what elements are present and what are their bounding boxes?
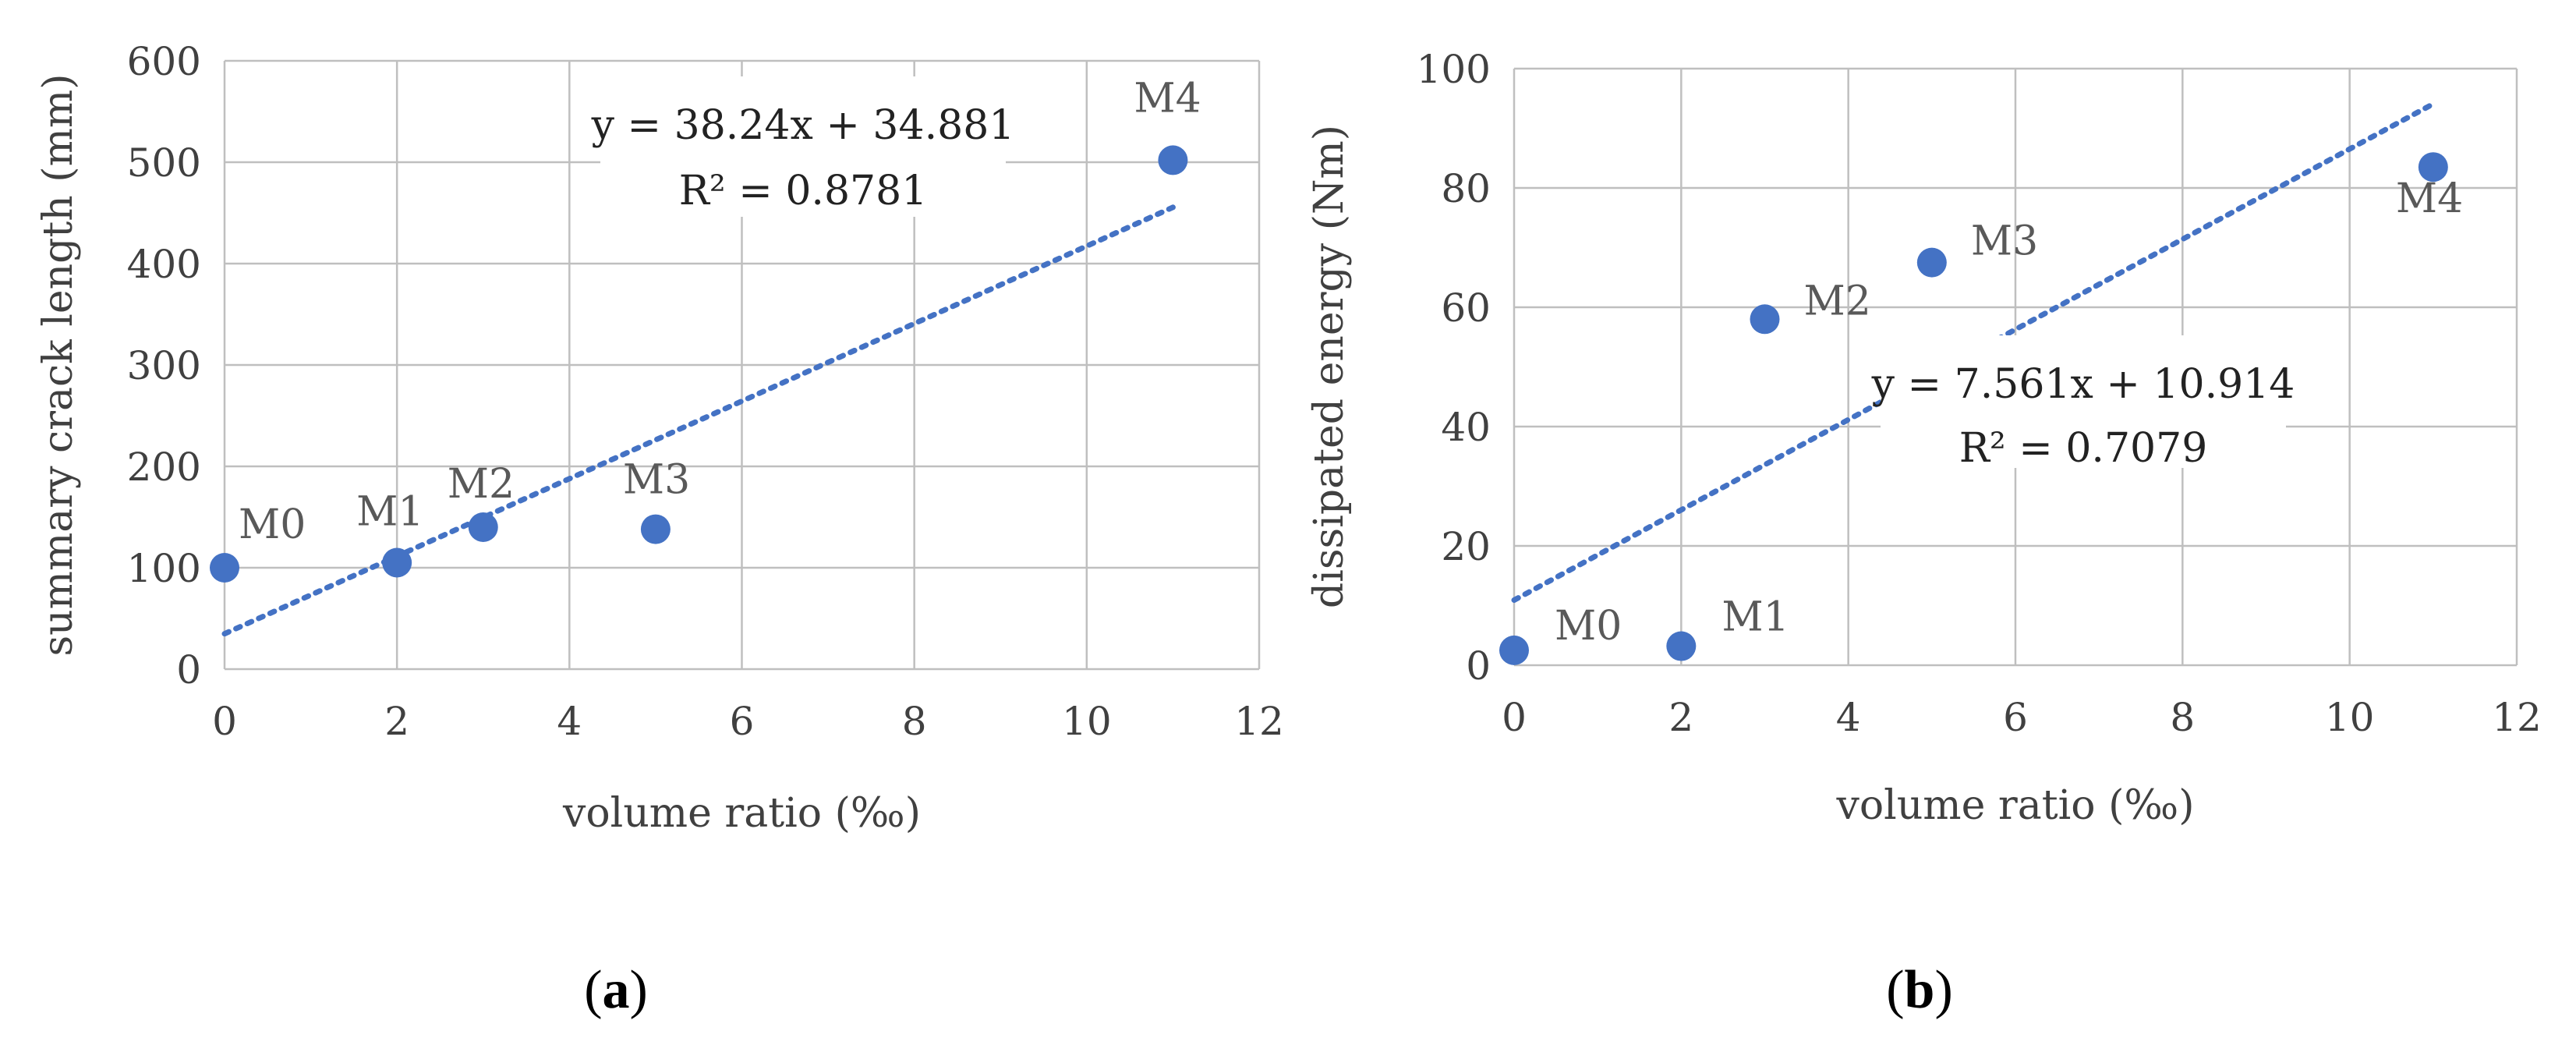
x-tick-label: 8	[2170, 695, 2195, 740]
data-point-m3	[640, 514, 671, 544]
y-tick-label: 100	[127, 546, 201, 591]
data-point-m4	[2418, 152, 2448, 182]
data-label-m4: M4	[2396, 175, 2463, 222]
x-tick-label: 10	[2325, 695, 2375, 740]
chart-panel-a: 0 2 4 6 8 10 12 0 100 200 300 400 500 600 volume ratio…	[35, 39, 1284, 1020]
y-tick-label: 0	[176, 647, 201, 693]
chart-panel-b: 0 2 4 6 8 10 12 0 20 40 60 80 100 volume ratio (‰) dis…	[1288, 0, 2576, 1038]
trend-r-squared: R² = 0.8781	[679, 168, 928, 214]
y-tick-label: 500	[127, 140, 201, 186]
trend-r-squared: R² = 0.7079	[1959, 425, 2208, 472]
data-point-m1	[1666, 631, 1697, 661]
x-tick-label: 6	[730, 699, 755, 744]
trendline	[221, 204, 1176, 637]
data-label-m1: M1	[1721, 594, 1789, 641]
y-tick-label: 80	[1441, 166, 1491, 211]
x-axis-label: volume ratio (‰)	[1836, 782, 2195, 829]
caption-a: (a)	[584, 960, 648, 1020]
data-label-m3: M3	[1971, 218, 2038, 265]
y-tick-label: 200	[127, 445, 201, 490]
chart-b-svg: 0 2 4 6 8 10 12 0 20 40 60 80 100 volume ratio (‰) dis…	[1306, 47, 2542, 829]
y-tick-label: 600	[127, 39, 201, 84]
x-tick-label: 2	[1668, 695, 1693, 740]
data-label-m2: M2	[1804, 278, 1871, 324]
data-point-m3	[1916, 247, 1947, 278]
x-tick-label: 12	[2492, 695, 2542, 740]
x-tick-label: 0	[1502, 695, 1527, 740]
y-tick-label: 40	[1441, 405, 1491, 450]
caption-b: (b)	[1886, 960, 1953, 1020]
data-point-m1	[382, 547, 412, 578]
data-label-m3: M3	[623, 457, 690, 504]
x-tick-label: 4	[557, 699, 582, 744]
data-label-m1: M1	[356, 489, 423, 536]
data-label-m0: M0	[1555, 603, 1622, 650]
y-tick-label: 20	[1441, 524, 1491, 569]
chart-a-svg: 0 2 4 6 8 10 12 0 100 200 300 400 500 600 volume ratio…	[35, 39, 1284, 837]
y-tick-label: 300	[127, 343, 201, 388]
data-point-m2	[1750, 304, 1780, 335]
x-tick-label: 8	[902, 699, 927, 744]
data-point-m0	[1499, 635, 1529, 665]
x-tick-label: 12	[1234, 699, 1284, 744]
x-tick-label: 10	[1062, 699, 1112, 744]
data-label-m2: M2	[448, 461, 515, 508]
y-tick-label: 400	[127, 242, 201, 287]
y-tick-label: 60	[1441, 285, 1491, 331]
x-tick-label: 4	[1836, 695, 1861, 740]
equation-box	[1881, 335, 2286, 468]
x-tick-label: 2	[384, 699, 409, 744]
y-axis-label: summary crack length (mm)	[35, 74, 82, 657]
data-point-m0	[210, 553, 239, 583]
data-point-m2	[468, 512, 498, 542]
y-axis-label: dissipated energy (Nm)	[1306, 125, 1353, 608]
y-tick-label: 100	[1417, 47, 1491, 92]
equation-box	[600, 76, 1006, 217]
data-label-m4: M4	[1134, 75, 1201, 122]
x-axis-label: volume ratio (‰)	[562, 790, 921, 837]
y-tick-label: 0	[1466, 643, 1491, 689]
data-label-m0: M0	[239, 501, 306, 548]
x-tick-label: 6	[2003, 695, 2028, 740]
x-tick-label: 0	[212, 699, 237, 744]
data-point-m4	[1158, 145, 1188, 175]
trend-equation: y = 38.24x + 34.881	[591, 102, 1015, 149]
trend-equation: y = 7.561x + 10.914	[1871, 361, 2295, 408]
